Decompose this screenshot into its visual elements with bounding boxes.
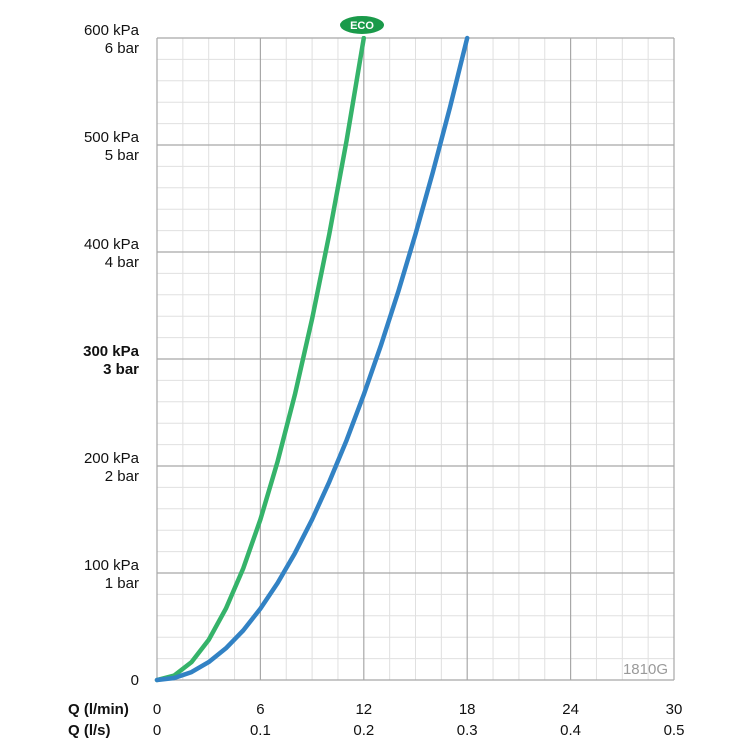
x-tick-label-lmin: 6 [256,701,264,718]
eco-badge-shape [338,14,386,36]
x-tick-label-ls: 0.3 [457,722,478,739]
y-tick-label-kpa: 100 kPa [84,557,140,574]
y-tick-label-kpa: 400 kPa [84,236,140,253]
x-tick-label-lmin: 0 [153,701,161,718]
x-tick-label-lmin: 18 [459,701,476,718]
y-tick-label-bar: 6 bar [105,40,139,57]
y-tick-label-bar: 3 bar [103,361,139,378]
x-axis-title-secondary: Q (l/s) [68,722,111,739]
x-tick-label-lmin: 24 [562,701,579,718]
y-tick-label-kpa: 600 kPa [84,22,140,39]
series-line-2 [154,35,470,683]
y-tick-label-kpa: 200 kPa [84,450,140,467]
y-tick-label-kpa: 300 kPa [83,343,140,360]
eco-badge: ECO [338,14,386,36]
y-tick-label-bar: 2 bar [105,468,139,485]
major-grid [156,37,675,681]
series-layer [154,35,470,683]
x-tick-label-ls: 0.2 [353,722,374,739]
y-tick-label-kpa: 500 kPa [84,129,140,146]
y-tick-label-bar: 1 bar [105,575,139,592]
x-tick-label-ls: 0.4 [560,722,581,739]
y-tick-label: 0 [131,672,139,689]
x-tick-label-lmin: 30 [666,701,683,718]
x-tick-label-ls: 0.5 [664,722,685,739]
x-tick-label-ls: 0.1 [250,722,271,739]
y-tick-label-bar: 5 bar [105,147,139,164]
eco-badge-text: ECO [350,20,374,32]
x-axis-title-primary: Q (l/min) [68,701,129,718]
x-tick-label-ls: 0 [153,722,161,739]
model-code-label: 1810G [623,661,668,678]
y-tick-label-bar: 4 bar [105,254,139,271]
x-tick-labels: 0 6 12 18 24 30 0 0.1 0.2 0.3 0.4 0.5 [153,701,685,739]
series-line-1 [154,35,367,683]
x-tick-label-lmin: 12 [355,701,372,718]
